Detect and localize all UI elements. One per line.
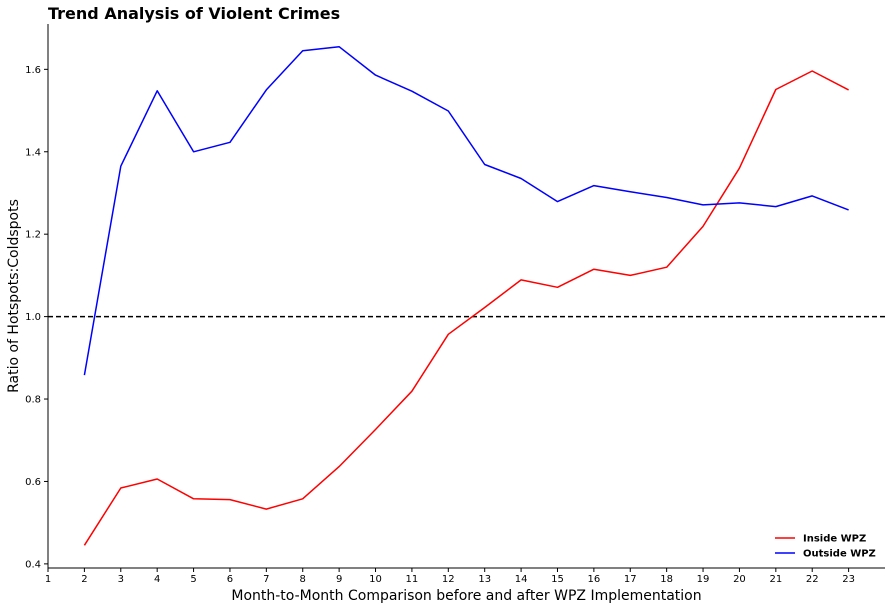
y-tick-label: 0.6	[25, 477, 41, 488]
x-tick-label: 13	[478, 574, 491, 585]
x-tick-label: 8	[300, 574, 306, 585]
x-tick-label: 16	[588, 574, 601, 585]
x-tick-label: 9	[336, 574, 342, 585]
plot-area: 1 2 3 4 5 6 7 8 9 10 11 12 13 14 15 16 17 18 19 20 21 22 230.4…	[25, 24, 885, 585]
x-tick-label: 1	[45, 574, 51, 585]
x-tick-label: 14	[515, 574, 528, 585]
x-tick-label: 4	[154, 574, 160, 585]
x-tick-label: 5	[190, 574, 196, 585]
legend-label: Inside WPZ	[803, 534, 866, 545]
x-tick-label: 20	[733, 574, 746, 585]
x-axis-label: Month-to-Month Comparison before and aft…	[231, 588, 701, 604]
x-tick-label: 12	[442, 574, 455, 585]
x-tick-label: 6	[227, 574, 233, 585]
x-tick-label: 7	[263, 574, 269, 585]
x-tick-label: 11	[406, 574, 419, 585]
y-tick-label: 1.4	[25, 147, 41, 158]
x-tick-label: 19	[697, 574, 710, 585]
x-tick-label: 21	[769, 574, 782, 585]
y-tick-label: 0.4	[25, 559, 41, 570]
series-line-inside-wpz	[83, 70, 849, 546]
y-tick-label: 1.2	[25, 230, 41, 241]
x-tick-label: 18	[660, 574, 673, 585]
x-tick-label: 15	[551, 574, 564, 585]
legend-label: Outside WPZ	[803, 549, 876, 560]
x-tick-label: 17	[624, 574, 637, 585]
x-tick-label: 22	[806, 574, 819, 585]
x-tick-label: 3	[118, 574, 124, 585]
series-line-outside-wpz	[83, 45, 849, 376]
x-tick-label: 23	[842, 574, 855, 585]
y-axis-label: Ratio of Hotspots:Coldspots	[6, 199, 22, 393]
y-tick-label: 1.6	[25, 65, 41, 76]
x-tick-label: 2	[81, 574, 87, 585]
x-tick-label: 10	[369, 574, 382, 585]
y-tick-label: 1.0	[25, 312, 41, 323]
y-tick-label: 0.8	[25, 395, 41, 406]
chart-title: Trend Analysis of Violent Crimes	[48, 4, 340, 23]
